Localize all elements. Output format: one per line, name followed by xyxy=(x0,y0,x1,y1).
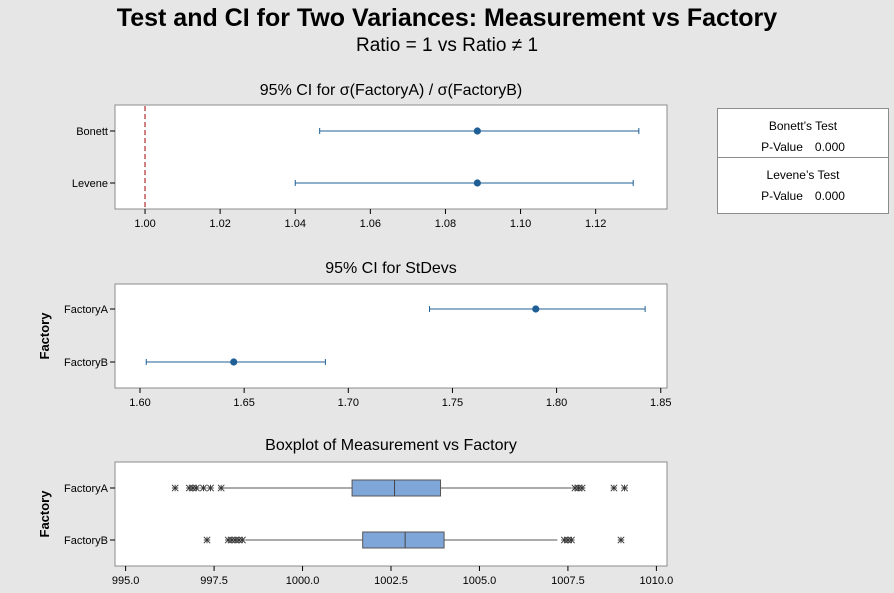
bonett-test-section: Bonett’s Test P-Value 0.000 xyxy=(718,109,888,157)
x-tick-label: 1.80 xyxy=(546,397,567,409)
x-tick-label: 1.70 xyxy=(338,397,359,409)
y-category-label: FactoryB xyxy=(64,535,108,547)
x-tick-label: 995.0 xyxy=(112,575,140,587)
ci-estimate-point xyxy=(230,358,238,366)
levene-pvalue-row: P-Value 0.000 xyxy=(718,184,888,203)
bonett-pvalue-label: P-Value xyxy=(761,140,803,154)
y-axis-label: Factory xyxy=(37,312,52,360)
outlier-point xyxy=(617,536,625,544)
x-tick-label: 1002.5 xyxy=(374,575,408,587)
outlier-point xyxy=(217,484,225,492)
outlier-point xyxy=(171,484,179,492)
outlier-point xyxy=(185,484,193,492)
box-iqr xyxy=(362,531,445,549)
plot-area-3 xyxy=(114,461,668,567)
y-category-label: Bonett xyxy=(76,126,108,138)
levene-pvalue: 0.000 xyxy=(814,189,845,203)
outlier-point xyxy=(224,536,232,544)
y-category-label: FactoryB xyxy=(64,357,108,369)
ci-estimate-point xyxy=(473,179,481,187)
bonett-pvalue-row: P-Value 0.000 xyxy=(718,135,888,154)
x-tick-label: 1005.0 xyxy=(463,575,497,587)
chart-title: Test and CI for Two Variances: Measureme… xyxy=(116,4,778,32)
panel-title-2: 95% CI for StDevs xyxy=(325,260,457,277)
outlier-point xyxy=(610,484,618,492)
outlier-point xyxy=(571,484,579,492)
box-iqr xyxy=(351,479,442,497)
x-tick-label: 1.12 xyxy=(585,218,606,230)
outlier-point xyxy=(199,484,207,492)
x-tick-label: 1007.5 xyxy=(551,575,585,587)
x-tick-label: 1.08 xyxy=(435,218,456,230)
x-tick-label: 1.04 xyxy=(285,218,306,230)
panel-title-3: Boxplot of Measurement vs Factory xyxy=(265,437,517,454)
x-tick-label: 1.10 xyxy=(510,218,531,230)
y-category-label: Levene xyxy=(72,178,108,190)
ci-estimate-point xyxy=(473,127,481,135)
plot-area-2 xyxy=(114,283,668,389)
outlier-point xyxy=(192,484,200,492)
outlier-point xyxy=(578,484,586,492)
x-tick-label: 1.06 xyxy=(360,218,381,230)
x-tick-label: 1010.0 xyxy=(640,575,674,587)
x-tick-label: 997.5 xyxy=(200,575,228,587)
levene-pvalue-label: P-Value xyxy=(761,189,803,203)
levene-test-title: Levene’s Test xyxy=(766,168,840,182)
outlier-point xyxy=(567,536,575,544)
x-tick-label: 1.75 xyxy=(442,397,463,409)
x-tick-label: 1.02 xyxy=(209,218,230,230)
panel-title-1: 95% CI for σ(FactoryA) / σ(FactoryB) xyxy=(260,82,522,99)
y-category-label: FactoryA xyxy=(64,483,109,495)
bonett-test-title: Bonett’s Test xyxy=(768,119,838,133)
outlier-point xyxy=(238,536,246,544)
ci-estimate-point xyxy=(532,305,540,313)
outlier-point xyxy=(203,536,211,544)
x-tick-label: 1.65 xyxy=(233,397,254,409)
x-tick-label: 1.00 xyxy=(134,218,155,230)
test-results-box: Bonett’s Test P-Value 0.000 Levene’s Test… xyxy=(717,108,889,214)
x-tick-label: 1000.0 xyxy=(286,575,320,587)
outlier-point xyxy=(621,484,629,492)
y-category-label: FactoryA xyxy=(64,304,109,316)
plot-area-1 xyxy=(114,104,668,210)
levene-test-section: Levene’s Test P-Value 0.000 xyxy=(718,157,888,206)
chart-subtitle: Ratio = 1 vs Ratio ≠ 1 xyxy=(355,35,539,56)
bonett-pvalue: 0.000 xyxy=(814,140,845,154)
outlier-point xyxy=(207,484,215,492)
x-tick-label: 1.60 xyxy=(129,397,150,409)
x-tick-label: 1.85 xyxy=(650,397,671,409)
y-axis-label: Factory xyxy=(37,490,52,538)
